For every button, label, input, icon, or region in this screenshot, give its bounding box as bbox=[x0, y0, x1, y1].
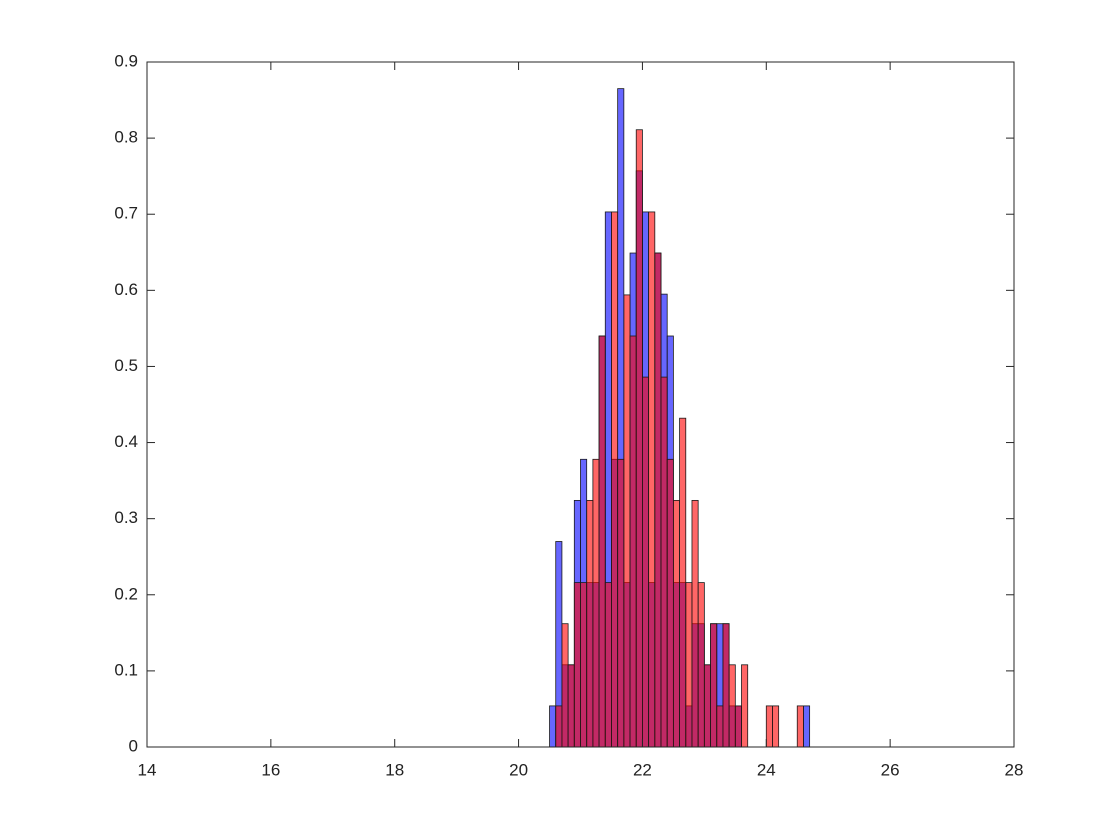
bar bbox=[549, 705, 557, 748]
bar bbox=[765, 705, 773, 748]
y-tick-label: 0.5 bbox=[114, 356, 138, 375]
bar bbox=[580, 582, 588, 748]
bar bbox=[611, 211, 619, 748]
bar bbox=[697, 582, 705, 748]
x-tick-label: 18 bbox=[385, 760, 404, 779]
axes-box bbox=[146, 61, 1015, 748]
x-tick-label: 26 bbox=[881, 760, 900, 779]
bar bbox=[567, 664, 575, 748]
bar bbox=[722, 623, 730, 748]
x-tick-label: 22 bbox=[633, 760, 652, 779]
bar bbox=[654, 252, 662, 748]
bar bbox=[660, 376, 668, 748]
y-tick-label: 0.1 bbox=[114, 660, 138, 679]
bar bbox=[796, 705, 804, 748]
x-tick-label: 20 bbox=[509, 760, 528, 779]
y-tick-label: 0.7 bbox=[114, 204, 138, 223]
x-tick-label: 28 bbox=[1005, 760, 1024, 779]
bar bbox=[703, 664, 711, 748]
bar bbox=[741, 664, 749, 748]
bar bbox=[666, 458, 674, 748]
bar bbox=[648, 211, 656, 748]
bar bbox=[716, 705, 724, 748]
x-tick-label: 16 bbox=[261, 760, 280, 779]
y-tick-label: 0.9 bbox=[114, 51, 138, 70]
bar bbox=[728, 664, 736, 748]
bar bbox=[734, 705, 742, 748]
y-tick-label: 0.2 bbox=[114, 584, 138, 603]
bar bbox=[586, 499, 594, 748]
y-tick-label: 0.8 bbox=[114, 128, 138, 147]
y-tick-label: 0 bbox=[129, 736, 138, 755]
bar bbox=[604, 582, 612, 748]
bar bbox=[555, 705, 563, 748]
bar bbox=[685, 582, 693, 748]
x-tick-label: 14 bbox=[138, 760, 157, 779]
bar bbox=[672, 499, 680, 748]
bar bbox=[679, 417, 687, 748]
bar bbox=[803, 705, 811, 748]
bar bbox=[710, 623, 718, 748]
y-tick-label: 0.6 bbox=[114, 280, 138, 299]
bar bbox=[617, 458, 625, 748]
bar bbox=[635, 129, 643, 748]
bar bbox=[598, 335, 606, 748]
x-tick-label: 24 bbox=[757, 760, 776, 779]
bar bbox=[592, 458, 600, 748]
bar bbox=[561, 623, 569, 748]
y-tick-label: 0.4 bbox=[114, 432, 138, 451]
bar bbox=[629, 335, 637, 748]
bar bbox=[623, 294, 631, 748]
bar bbox=[772, 705, 780, 748]
bar bbox=[573, 582, 581, 748]
y-tick-label: 0.3 bbox=[114, 508, 138, 527]
bar bbox=[691, 499, 699, 748]
bar bbox=[642, 376, 650, 748]
